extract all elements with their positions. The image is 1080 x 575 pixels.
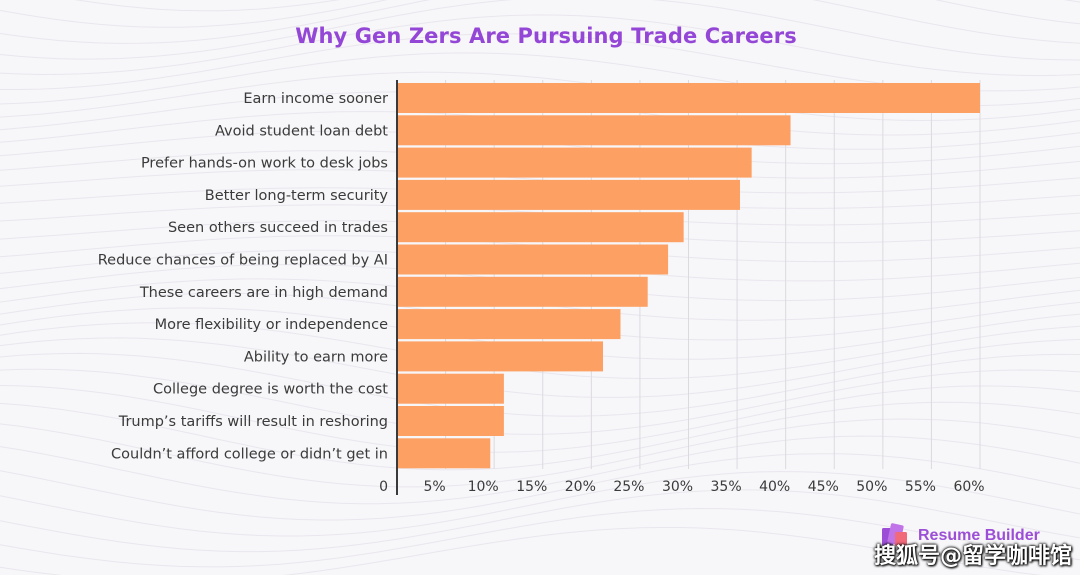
bar — [397, 373, 504, 404]
category-label: Better long-term security — [205, 188, 389, 204]
background-wave-line — [0, 322, 1080, 379]
bar — [397, 276, 648, 307]
background-wave-line — [0, 71, 1080, 122]
category-label: Reduce chances of being replaced by AI — [98, 253, 388, 269]
background-wave-line — [0, 169, 1080, 194]
background-wave-line — [74, 0, 1080, 12]
x-tick-label: 20% — [565, 479, 596, 495]
brand-logo: Resume Builder — [880, 521, 1040, 551]
background-wave-line — [0, 453, 1080, 521]
bar — [397, 244, 669, 275]
category-label: College degree is worth the cost — [153, 382, 388, 398]
x-tick-label: 30% — [662, 479, 693, 495]
background-wave-line — [0, 14, 1080, 77]
brand-name: Resume Builder — [918, 527, 1040, 544]
bar — [397, 115, 791, 146]
x-tick-label: 5% — [423, 479, 445, 495]
background-wave-line — [0, 527, 1042, 575]
x-tick-label: 25% — [613, 479, 644, 495]
x-tick-label: 10% — [468, 479, 499, 495]
background-wave-line — [0, 0, 1080, 28]
category-label: Seen others succeed in trades — [168, 220, 388, 236]
category-label: Earn income sooner — [243, 91, 388, 107]
background-wave-line — [0, 401, 1080, 471]
category-label: Avoid student loan debt — [215, 123, 388, 139]
x-tick-label: 55% — [905, 479, 936, 495]
background-wave-line — [0, 352, 1080, 417]
bar — [397, 309, 621, 340]
bar — [397, 179, 740, 210]
x-tick-label: 40% — [759, 479, 790, 495]
category-label: More flexibility or independence — [155, 317, 389, 333]
bar — [397, 406, 504, 436]
background-wave-line — [0, 489, 1080, 553]
background-wave-line — [0, 0, 1080, 61]
background-wave-line — [0, 385, 1080, 453]
background-wave-line — [0, 368, 1080, 435]
background-wave-line — [0, 0, 1080, 44]
chart-title: Why Gen Zers Are Pursuing Trade Careers — [295, 24, 797, 48]
background-wave-line — [0, 418, 1080, 488]
x-tick-label: 15% — [516, 479, 547, 495]
resume-builder-logo-icon — [882, 523, 907, 546]
background-wave-line — [0, 435, 1080, 505]
category-label: These careers are in high demand — [139, 285, 388, 301]
x-tick-label: 60% — [953, 479, 984, 495]
x-tick-label: 0 — [379, 479, 388, 495]
background-wave-line — [0, 471, 1080, 537]
x-tick-label: 45% — [808, 479, 839, 495]
bar — [397, 83, 980, 113]
bar — [397, 438, 491, 469]
x-tick-label: 50% — [856, 479, 887, 495]
background-wave-line — [0, 337, 1080, 398]
category-label: Couldn’t afford college or didn’t get in — [111, 446, 388, 462]
bar — [397, 212, 684, 243]
category-label: Prefer hands-on work to desk jobs — [141, 156, 388, 172]
x-tick-label: 35% — [711, 479, 742, 495]
category-label: Trump’s tariffs will result in reshoring — [118, 414, 388, 430]
watermark-text: 搜狐号@留学咖啡馆 — [873, 544, 1072, 569]
bar — [397, 147, 752, 178]
category-label: Ability to earn more — [244, 349, 388, 365]
bar — [397, 341, 603, 372]
